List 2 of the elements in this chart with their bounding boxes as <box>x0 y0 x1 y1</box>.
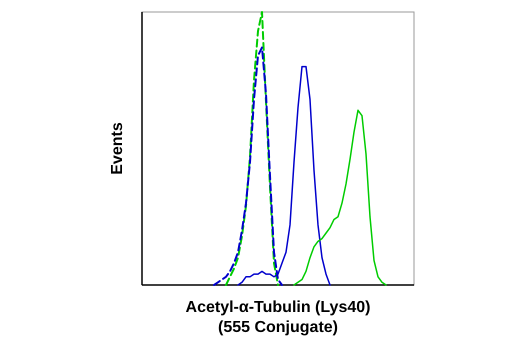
y-axis-title: Events <box>109 122 126 175</box>
x-axis-title: Acetyl-α-Tubulin (Lys40) (555 Conjugate) <box>186 299 370 336</box>
